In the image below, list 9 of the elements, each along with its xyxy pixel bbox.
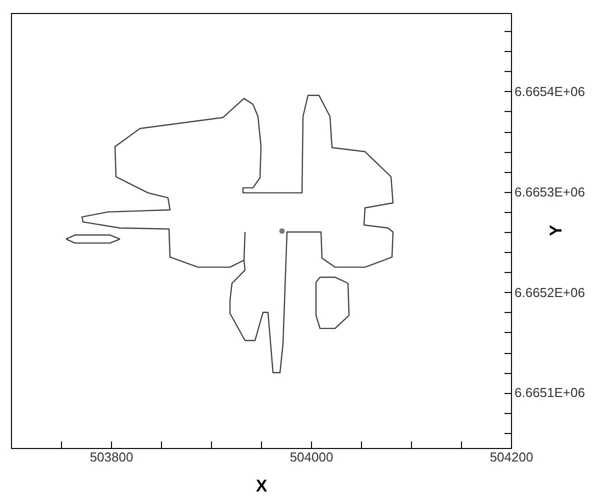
- y-tick-label: 6.6653E+06: [514, 184, 585, 200]
- y-tick-label: 6.6651E+06: [514, 385, 585, 400]
- y-tick-label: 6.6654E+06: [514, 84, 585, 99]
- x-tick-label: 503800: [90, 450, 134, 464]
- x-tick-label: 504200: [490, 450, 534, 464]
- x-tick-label: 504000: [290, 450, 334, 464]
- y-axis-title: Y: [546, 224, 566, 236]
- x-axis-title: X: [256, 476, 268, 496]
- y-tick-label: 6.6652E+06: [514, 284, 585, 300]
